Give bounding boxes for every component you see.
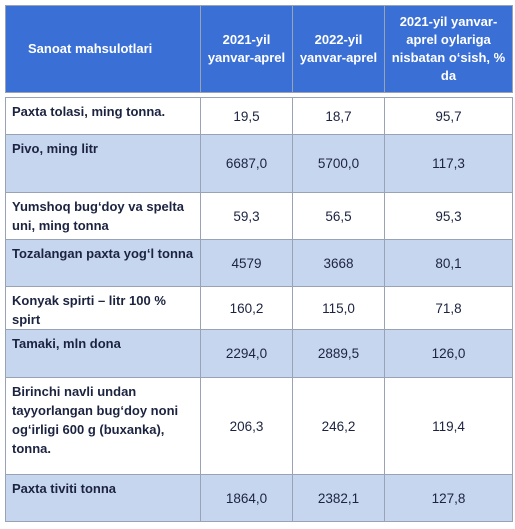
value-cell: 59,3: [200, 192, 293, 240]
header-cell: 2022-yil yanvar-aprel: [292, 5, 385, 93]
value-cell: 71,8: [384, 286, 513, 330]
header-cell: 2021-yil yanvar-aprel oylariga nisbatan …: [384, 5, 513, 93]
spacer: [5, 92, 513, 98]
value-cell: 206,3: [200, 377, 293, 475]
product-cell: Birinchi navli undan tayyorlangan bug‘do…: [5, 377, 201, 475]
product-cell: Yumshoq bug‘doy va spelta uni, ming tonn…: [5, 192, 201, 240]
value-cell: 2294,0: [200, 329, 293, 378]
data-table: Sanoat mahsulotlari 2021-yil yanvar-aprel…: [5, 5, 513, 522]
value-cell: 117,3: [384, 134, 513, 193]
value-cell: 95,3: [384, 192, 513, 240]
table-row: Yumshoq bug‘doy va spelta uni, ming tonn…: [5, 192, 513, 240]
value-cell: 2889,5: [292, 329, 385, 378]
value-cell: 18,7: [292, 97, 385, 135]
table-row: Paxta tiviti tonna 1864,0 2382,1 127,8: [5, 474, 513, 522]
product-cell: Paxta tiviti tonna: [5, 474, 201, 522]
product-cell: Pivo, ming litr: [5, 134, 201, 193]
value-cell: 119,4: [384, 377, 513, 475]
table-row: Konyak spirti – litr 100 % spirt 160,2 115…: [5, 286, 513, 330]
value-cell: 126,0: [384, 329, 513, 378]
header-row: Sanoat mahsulotlari 2021-yil yanvar-aprel…: [5, 5, 513, 93]
header-cell: Sanoat mahsulotlari: [5, 5, 201, 93]
product-cell: Paxta tolasi, ming tonna.: [5, 97, 201, 135]
table-body: Paxta tolasi, ming tonna. 19,5 18,7 95,7 Piv…: [5, 92, 513, 522]
table-row: Tozalangan paxta yog‘l tonna 4579 3668 80,1: [5, 239, 513, 287]
value-cell: 2382,1: [292, 474, 385, 522]
value-cell: 1864,0: [200, 474, 293, 522]
table-row: Pivo, ming litr 6687,0 5700,0 117,3: [5, 134, 513, 193]
value-cell: 19,5: [200, 97, 293, 135]
value-cell: 246,2: [292, 377, 385, 475]
value-cell: 6687,0: [200, 134, 293, 193]
value-cell: 4579: [200, 239, 293, 287]
product-cell: Konyak spirti – litr 100 % spirt: [5, 286, 201, 330]
table-row: Birinchi navli undan tayyorlangan bug‘do…: [5, 377, 513, 475]
value-cell: 115,0: [292, 286, 385, 330]
product-cell: Tozalangan paxta yog‘l tonna: [5, 239, 201, 287]
value-cell: 80,1: [384, 239, 513, 287]
value-cell: 160,2: [200, 286, 293, 330]
product-cell: Tamaki, mln dona: [5, 329, 201, 378]
table-row: Tamaki, mln dona 2294,0 2889,5 126,0: [5, 329, 513, 378]
spacer-row: [5, 92, 513, 98]
value-cell: 3668: [292, 239, 385, 287]
value-cell: 5700,0: [292, 134, 385, 193]
value-cell: 127,8: [384, 474, 513, 522]
header-cell: 2021-yil yanvar-aprel: [200, 5, 293, 93]
value-cell: 56,5: [292, 192, 385, 240]
table-row: Paxta tolasi, ming tonna. 19,5 18,7 95,7: [5, 97, 513, 135]
value-cell: 95,7: [384, 97, 513, 135]
